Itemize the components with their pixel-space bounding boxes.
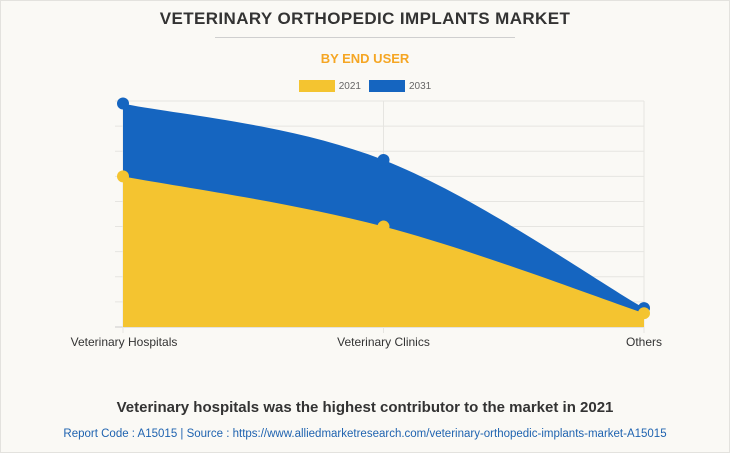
legend-item-2031[interactable]: 2031 (369, 80, 431, 92)
legend: 2021 2031 (0, 80, 730, 92)
legend-label: 2031 (409, 80, 432, 92)
chart-title: VETERINARY ORTHOPEDIC IMPLANTS MARKET (159, 9, 571, 28)
data-point-2031 (377, 154, 390, 167)
data-point-2021 (117, 170, 129, 183)
data-point-2021 (377, 220, 390, 233)
x-tick-label: Others (626, 335, 662, 349)
series-areas (123, 103, 644, 327)
legend-item-2021[interactable]: 2021 (298, 80, 361, 92)
data-point-2031 (117, 97, 129, 110)
legend-swatch (298, 80, 335, 92)
legend-swatch (369, 80, 405, 92)
title-divider (215, 37, 515, 38)
chart-subtitle: BY END USER (320, 51, 410, 66)
x-tick-label: Veterinary Clinics (337, 335, 430, 349)
x-axis-labels: Veterinary Hospitals Veterinary Clinics Ot… (71, 335, 662, 349)
source-line[interactable]: Report Code : A15015 | Source : https://… (63, 428, 667, 440)
area-series-2021 (123, 176, 644, 327)
legend-label: 2021 (338, 80, 361, 92)
data-point-2021 (638, 307, 650, 320)
data-points (117, 97, 650, 320)
chart-conclusion: Veterinary hospitals was the highest con… (116, 399, 614, 416)
x-tick-label: Veterinary Hospitals (71, 335, 178, 349)
